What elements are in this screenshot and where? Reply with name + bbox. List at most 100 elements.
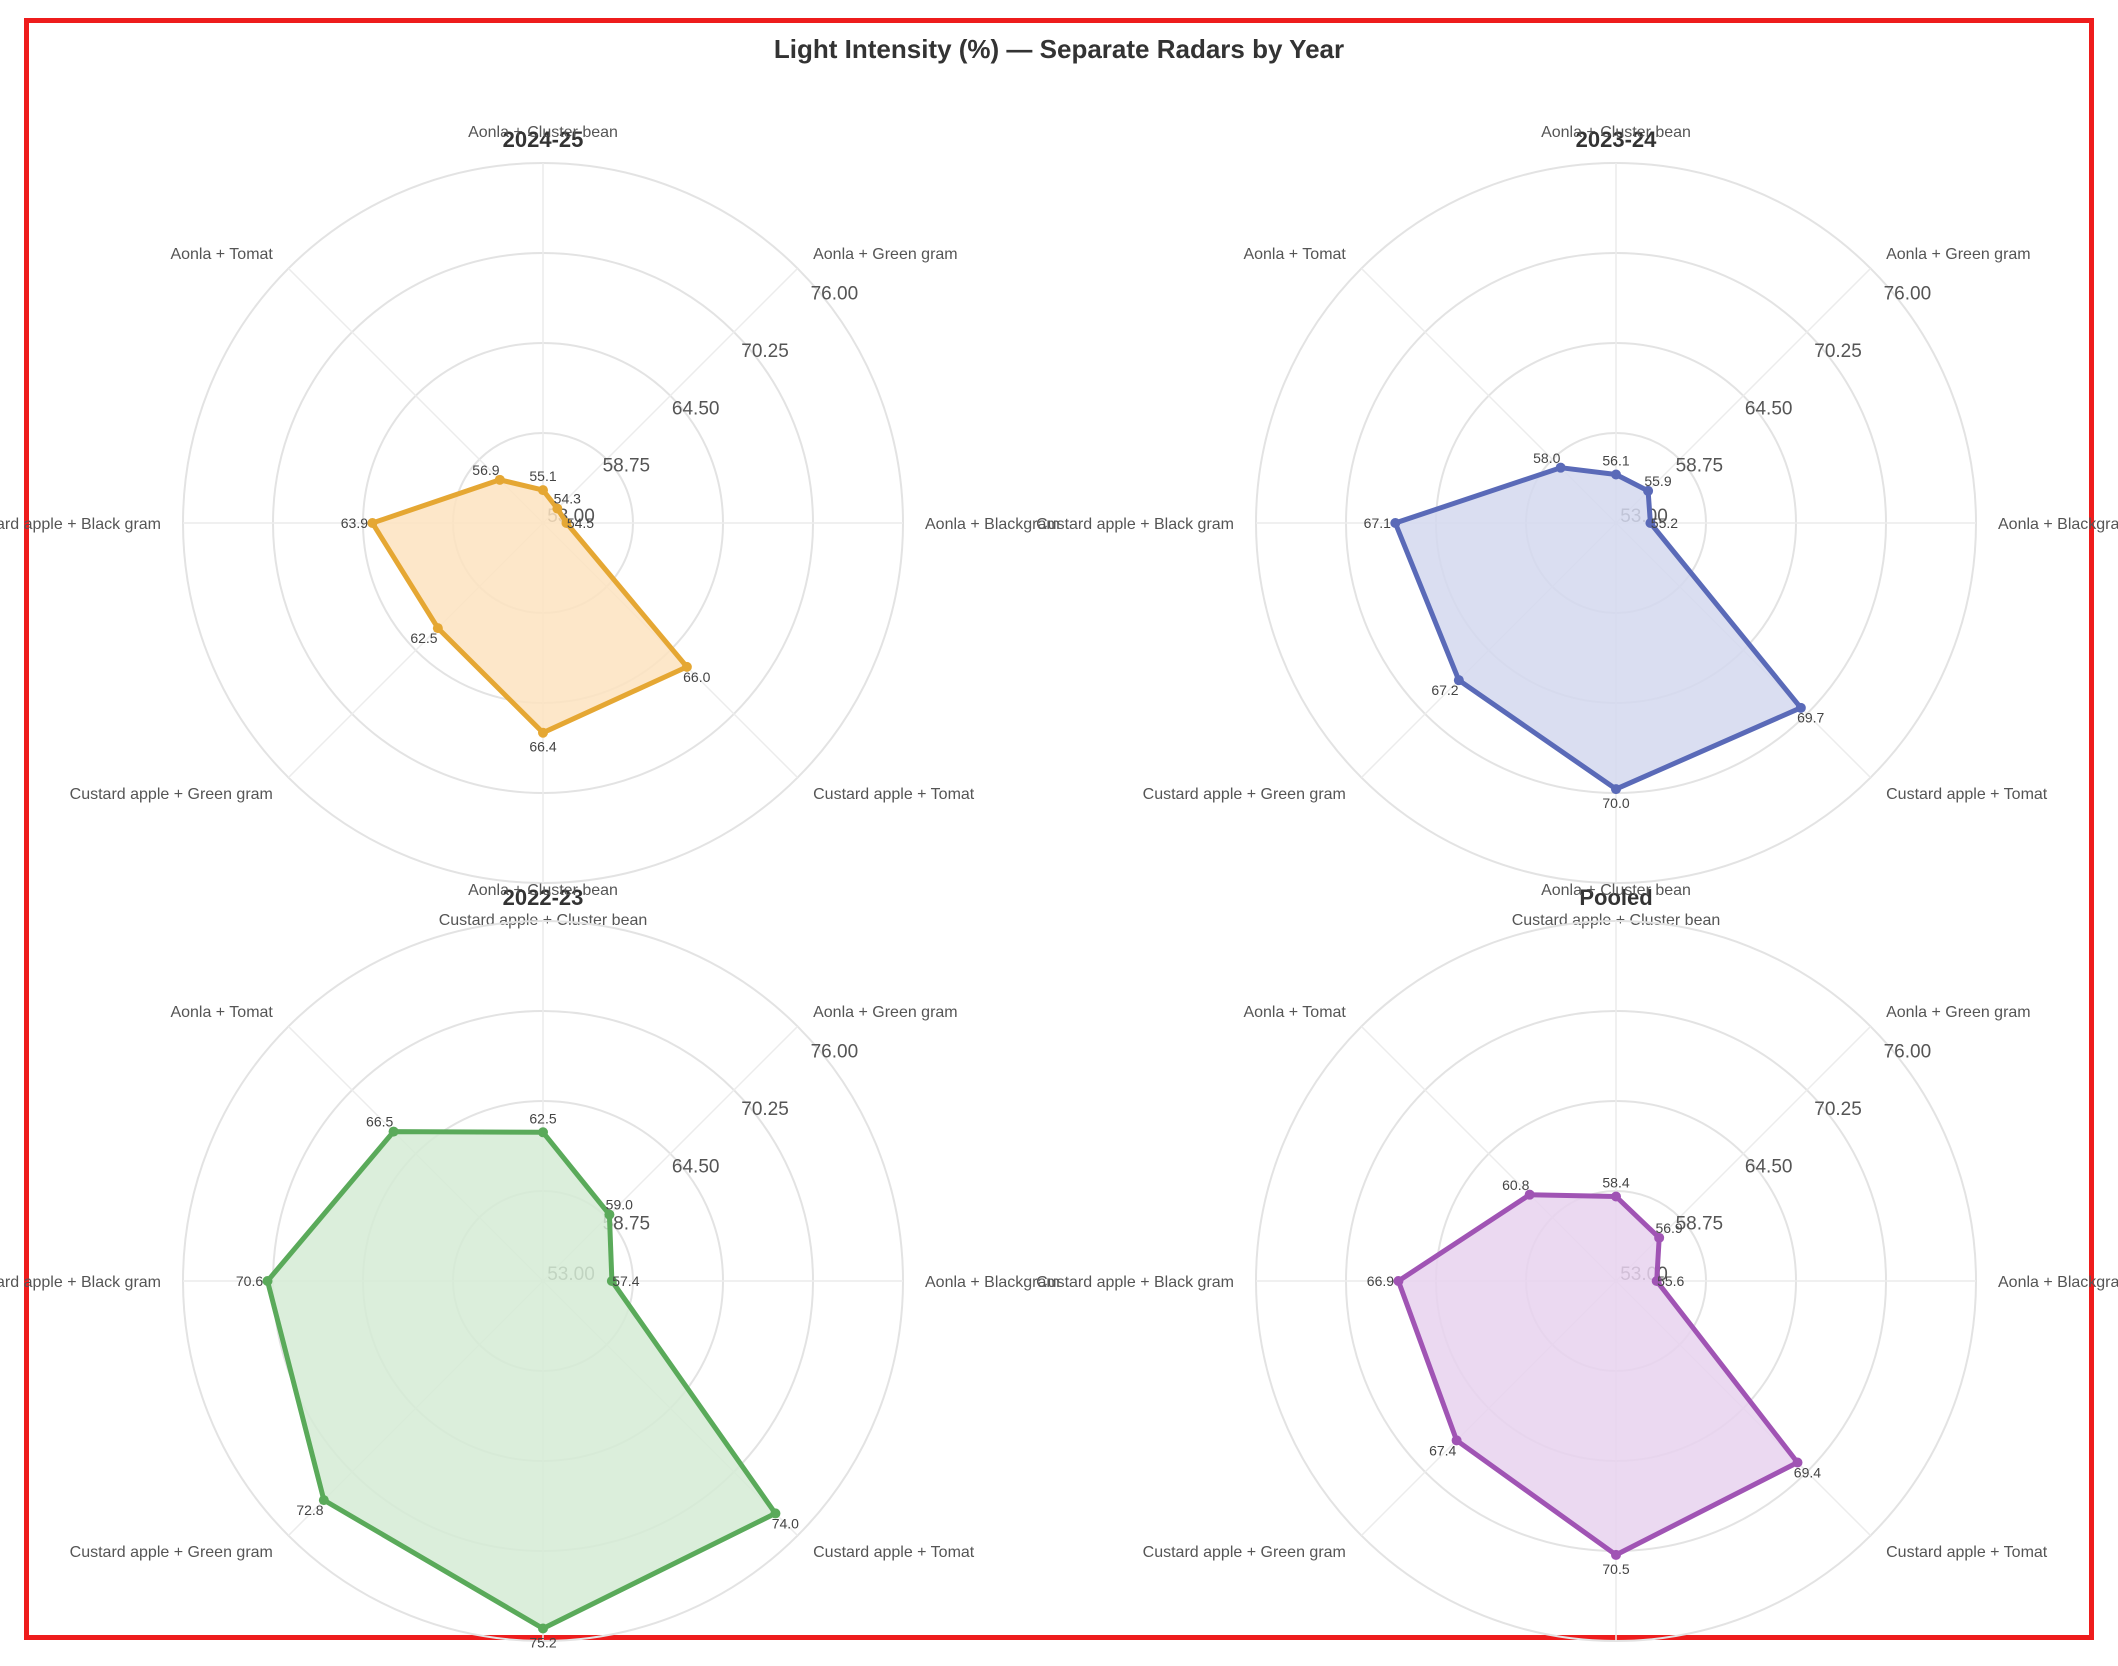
axis-label: Aonla + Blackgram <box>1998 516 2118 533</box>
series-polygon <box>369 477 690 736</box>
data-point <box>538 727 548 738</box>
data-point <box>1651 1276 1662 1286</box>
data-point <box>432 623 443 634</box>
data-point <box>1555 462 1566 473</box>
data-point <box>1792 1457 1803 1468</box>
data-point <box>1795 702 1806 713</box>
axis-label: Aonla + Green gram <box>813 246 958 263</box>
data-point <box>1643 485 1654 496</box>
data-point <box>494 474 505 485</box>
value-label: 59.0 <box>606 1197 633 1213</box>
radial-tick-label: 76.00 <box>811 1042 859 1063</box>
data-point <box>1611 784 1621 795</box>
value-label: 69.4 <box>1794 1464 1821 1480</box>
data-point <box>1524 1189 1535 1200</box>
radial-tick-label: 76.00 <box>1884 284 1932 305</box>
axis-label: Custard apple + Green gram <box>1143 1544 1346 1561</box>
data-point <box>552 503 563 514</box>
radial-tick-label: 64.50 <box>1745 398 1793 419</box>
data-point <box>1611 1549 1621 1560</box>
axis-label: Aonla + Green gram <box>813 1004 958 1021</box>
radial-tick-label: 70.25 <box>741 1099 789 1120</box>
radial-tick-label: 58.75 <box>603 456 651 477</box>
radial-tick-label: 64.50 <box>672 398 720 419</box>
panel-title: Pooled <box>1579 885 1652 910</box>
value-label: 55.9 <box>1644 473 1671 489</box>
data-point <box>1451 1435 1462 1446</box>
value-label: 67.2 <box>1431 682 1458 698</box>
value-label: 66.0 <box>683 669 710 685</box>
axis-label: Custard apple + Tomat <box>813 1544 975 1561</box>
data-point <box>1611 1191 1621 1202</box>
value-label: 54.5 <box>567 515 594 531</box>
value-label: 70.0 <box>1602 795 1629 811</box>
data-point <box>1654 1232 1665 1243</box>
axis-label: Custard apple + Tomat <box>813 786 975 803</box>
series-polygon <box>265 1129 778 1631</box>
radial-tick-label: 70.25 <box>1814 1099 1862 1120</box>
axis-label: Aonla + Green gram <box>1886 246 2031 263</box>
axis-label: Aonla + Blackgram <box>1998 1274 2118 1291</box>
radial-tick-label: 64.50 <box>672 1156 720 1177</box>
radial-tick-label: 70.25 <box>741 341 789 362</box>
axis-label: Aonla + Blackgram <box>925 516 1060 533</box>
data-point <box>1611 469 1621 480</box>
value-label: 56.1 <box>1602 452 1629 468</box>
axis-label: Custard apple + Green gram <box>1143 786 1346 803</box>
value-label: 60.8 <box>1502 1177 1529 1193</box>
radial-tick-label: 58.75 <box>1676 1214 1724 1235</box>
axis-label: Aonla + Cluster bean <box>468 882 618 899</box>
panel-title: 2024-25 <box>503 127 584 152</box>
panel-title: 2022-23 <box>503 885 584 910</box>
radial-tick-label: 58.75 <box>603 1214 651 1235</box>
value-label: 74.0 <box>772 1515 799 1531</box>
value-label: 54.3 <box>554 491 581 507</box>
radial-tick-label: 70.25 <box>1814 341 1862 362</box>
value-label: 75.2 <box>529 1634 556 1650</box>
data-point <box>318 1495 329 1506</box>
data-point <box>604 1209 615 1220</box>
axis-label: Aonla + Tomat <box>1243 246 1346 263</box>
data-point <box>1390 518 1401 528</box>
radial-tick-label: 76.00 <box>1884 1042 1932 1063</box>
data-point <box>606 1276 617 1286</box>
value-label: 72.8 <box>296 1502 323 1518</box>
axis-label: Aonla + Cluster bean <box>1541 124 1691 141</box>
value-label: 56.9 <box>472 462 499 478</box>
data-point <box>1453 675 1464 686</box>
value-label: 62.5 <box>410 630 437 646</box>
axis-label: Custard apple + Black gram <box>1036 516 1234 533</box>
data-point <box>367 518 378 528</box>
axis-label: Aonla + Tomat <box>1243 1004 1346 1021</box>
radial-tick-label: 76.00 <box>811 284 859 305</box>
value-label: 62.5 <box>529 1110 556 1126</box>
value-label: 58.4 <box>1602 1174 1629 1190</box>
axis-label: Custard apple + Black gram <box>1036 1274 1234 1291</box>
axis-label: Aonla + Tomat <box>170 246 273 263</box>
axis-label: Aonla + Cluster bean <box>468 124 618 141</box>
value-label: 67.4 <box>1429 1442 1456 1458</box>
axis-label: Custard apple + Black gram <box>0 516 161 533</box>
axis-label: Custard apple + Green gram <box>70 786 273 803</box>
axis-label: Aonla + Tomat <box>170 1004 273 1021</box>
data-point <box>1645 518 1656 528</box>
data-point <box>770 1508 781 1519</box>
axis-label: Aonla + Green gram <box>1886 1004 2031 1021</box>
value-label: 57.4 <box>612 1273 639 1289</box>
value-label: 69.7 <box>1797 710 1824 726</box>
axis-label: Custard apple + Green gram <box>70 1544 273 1561</box>
value-label: 66.9 <box>1367 1273 1394 1289</box>
value-label: 66.4 <box>529 739 556 755</box>
value-label: 63.9 <box>341 515 368 531</box>
chart-title: Light Intensity (%) — Separate Radars by… <box>774 34 1344 64</box>
axis-label: Custard apple + Tomat <box>1886 786 2048 803</box>
data-point <box>538 485 548 496</box>
value-label: 55.2 <box>1651 515 1678 531</box>
data-point <box>538 1127 548 1138</box>
